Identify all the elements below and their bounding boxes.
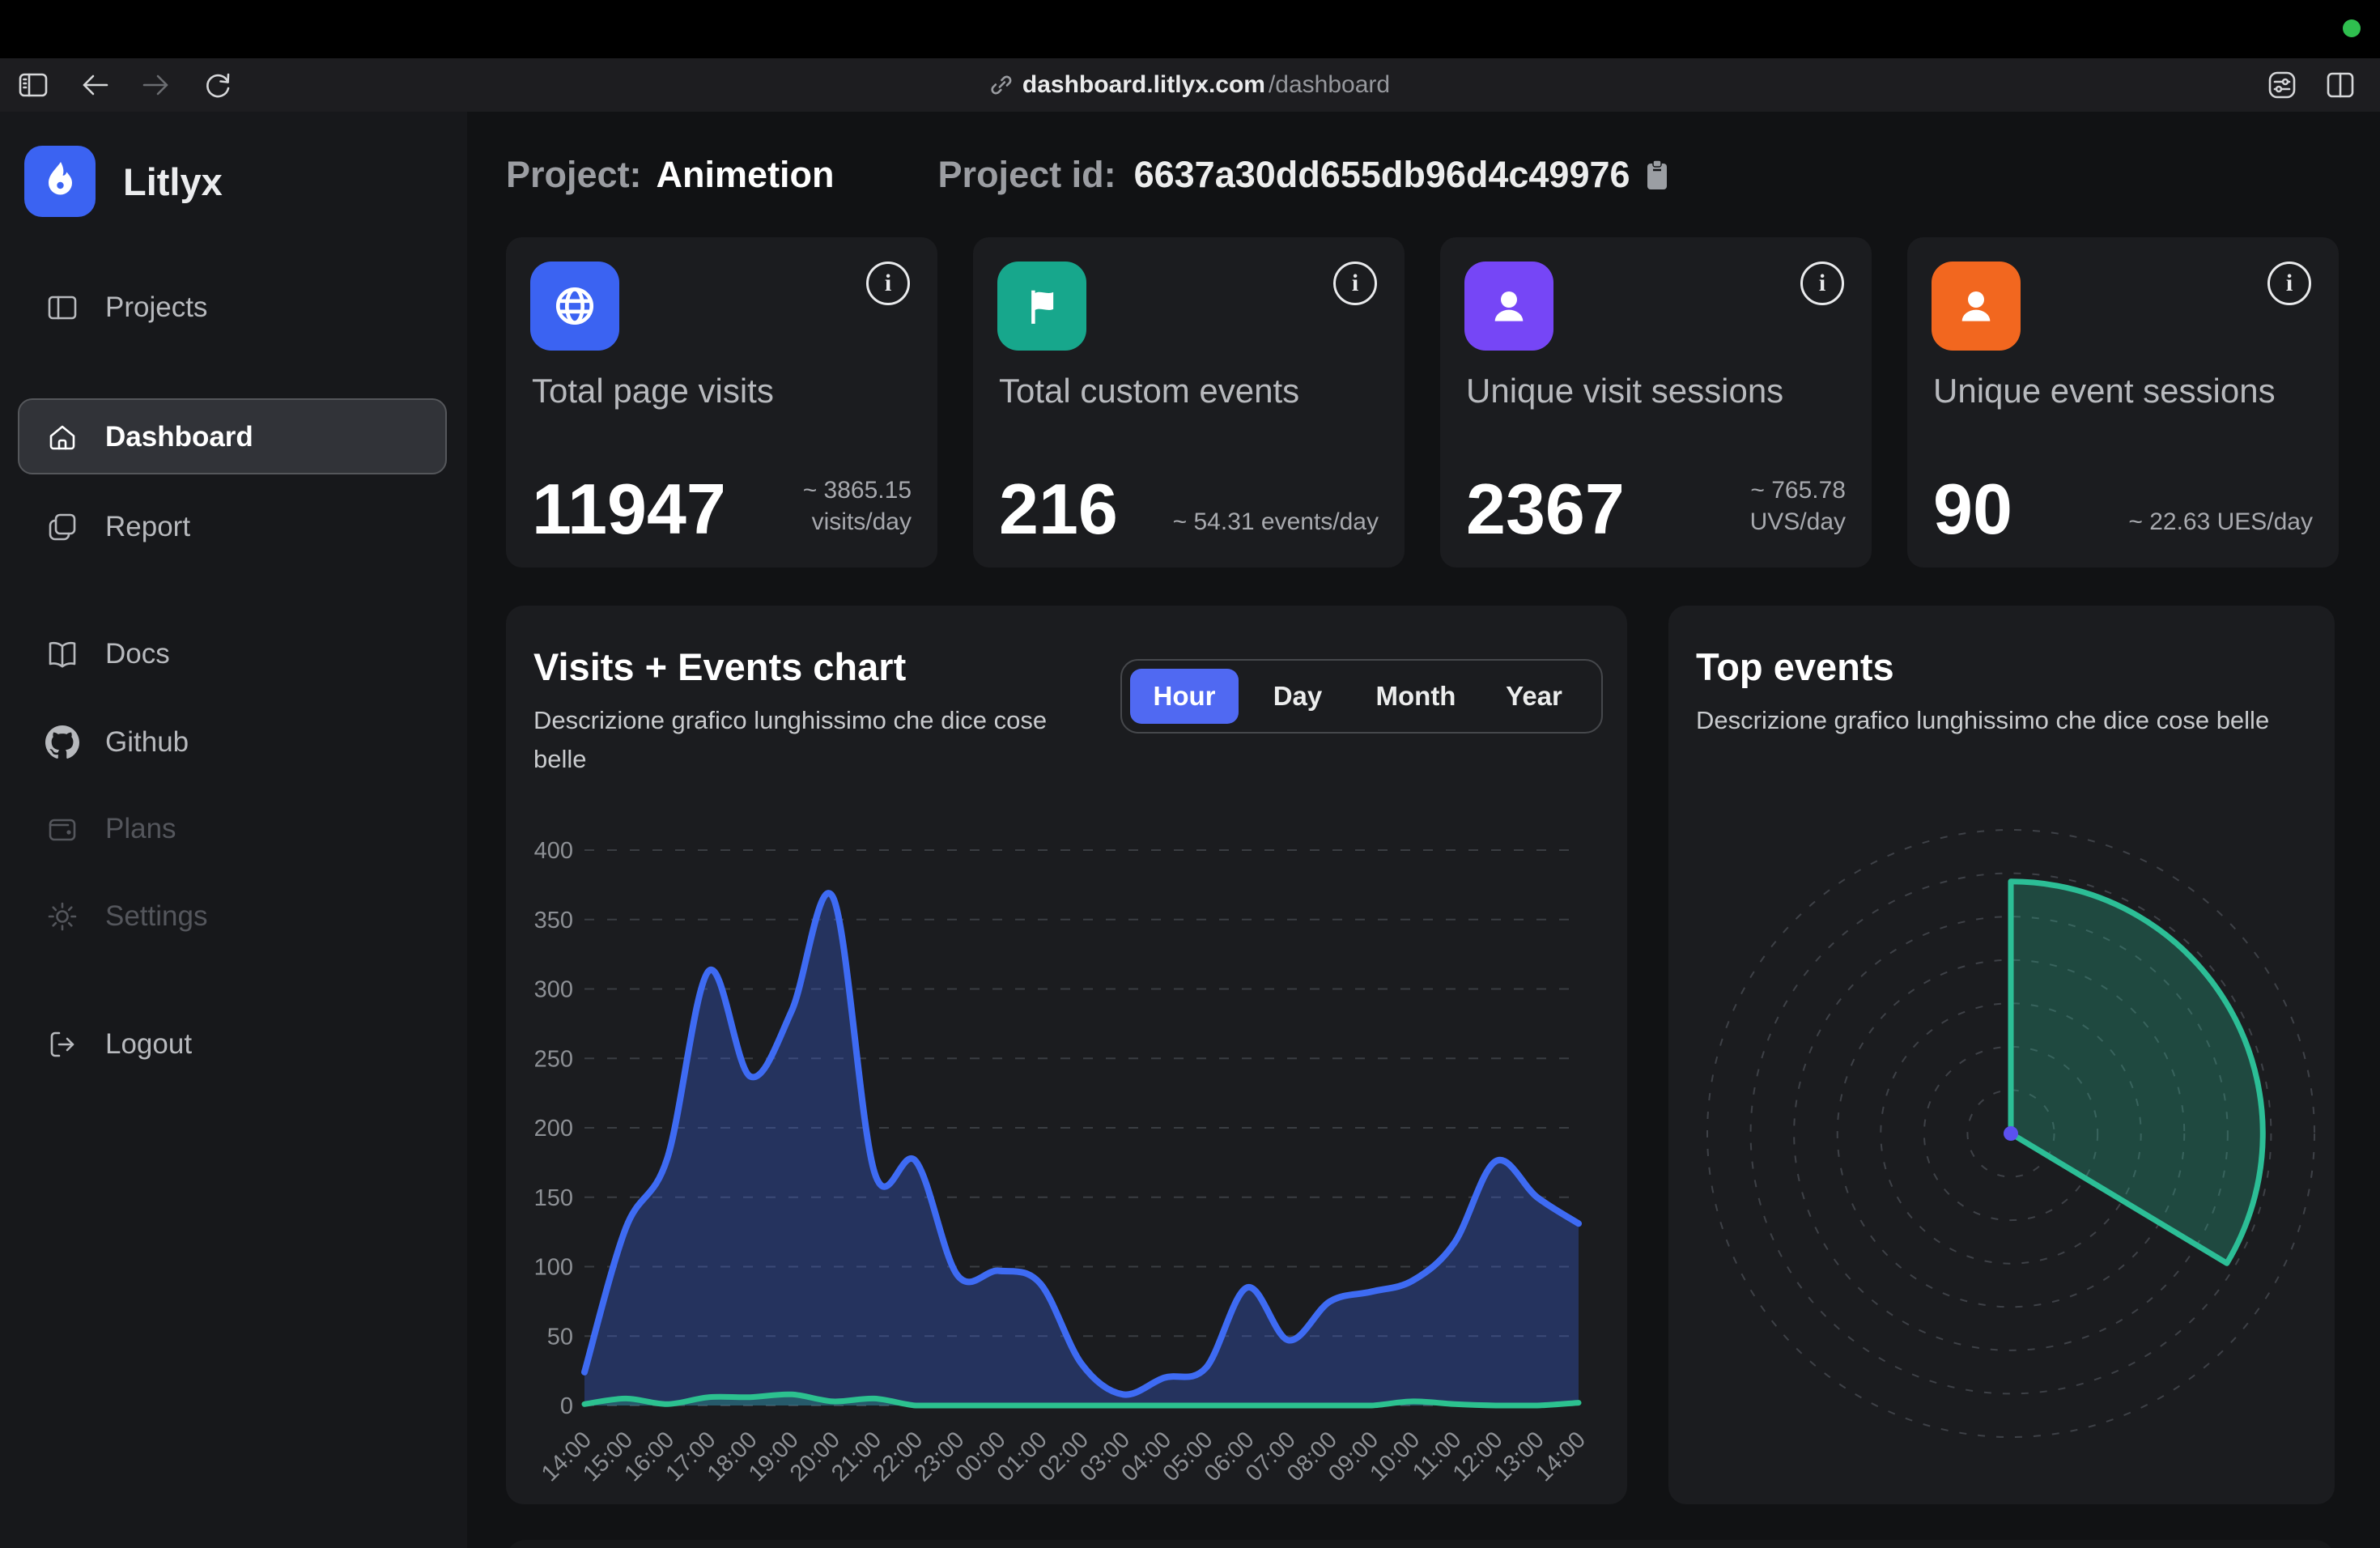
tab-day[interactable]: Day (1273, 681, 1323, 711)
next-section-card-edge (506, 1540, 2335, 1548)
stat-sub: ~ 54.31 events/day (1172, 508, 1379, 536)
svg-text:0: 0 (560, 1393, 573, 1419)
stat-title: Unique visit sessions (1466, 372, 1784, 410)
globe-icon (530, 262, 619, 351)
sidebar-item-report[interactable]: Report (0, 502, 467, 552)
stat-card-unique-visit-sessions: i Unique visit sessions 2367 ~ 765.78 UVS… (1440, 237, 1872, 568)
wallet-icon (45, 811, 80, 847)
tab-year[interactable]: Year (1506, 681, 1562, 711)
report-icon (45, 509, 80, 545)
svg-text:350: 350 (534, 908, 573, 933)
info-icon[interactable]: i (1333, 262, 1377, 305)
docs-icon (45, 636, 80, 672)
flame-icon (49, 162, 72, 195)
chart-subtitle: Descrizione grafico lunghissimo che dice… (533, 706, 1048, 774)
page-settings-icon[interactable] (2265, 68, 2299, 102)
svg-text:400: 400 (534, 838, 573, 864)
user-icon (1932, 262, 2021, 351)
user-icon (1464, 262, 1553, 351)
home-icon (45, 419, 80, 455)
stat-sub: ~ 3865.15 visits/day (802, 476, 912, 536)
svg-text:250: 250 (534, 1046, 573, 1072)
browser-toolbar: dashboard.litlyx.com/dashboard (0, 58, 2380, 113)
info-icon[interactable]: i (2267, 262, 2311, 305)
tab-hour[interactable]: Hour (1130, 669, 1239, 724)
project-label: Project: (506, 154, 642, 195)
svg-text:200: 200 (534, 1116, 573, 1142)
github-icon (45, 725, 80, 760)
stat-value: 216 (999, 469, 1118, 550)
green-status-dot (2343, 19, 2361, 37)
main-content: Project: Animetion Project id: 6637a30dd… (467, 112, 2380, 1548)
sidebar-item-dashboard[interactable]: Dashboard (0, 412, 467, 462)
back-button[interactable] (78, 68, 112, 102)
stat-title: Total page visits (532, 372, 774, 410)
active-item-background (18, 398, 447, 474)
sidebar-item-plans[interactable]: Plans (0, 804, 467, 854)
sidebar-item-github[interactable]: Github (0, 717, 467, 768)
project-id-label: Project id: (937, 154, 1116, 195)
window-titlebar (0, 0, 2380, 58)
project-header: Project: Animetion Project id: 6637a30dd… (506, 154, 1669, 196)
time-range-tabs: Hour Day Month Year (1120, 659, 1603, 734)
svg-text:150: 150 (534, 1185, 573, 1211)
info-icon[interactable]: i (866, 262, 910, 305)
sidebar: Litlyx Projects Dashboard Report Docs (0, 112, 469, 1548)
chart-title: Visits + Events chart (533, 645, 907, 688)
stat-sub: ~ 22.63 UES/day (2128, 508, 2313, 536)
url-host: dashboard.litlyx.com (1022, 71, 1265, 98)
sidebar-item-settings[interactable]: Settings (0, 891, 467, 942)
stat-value: 90 (1933, 469, 2012, 550)
svg-text:50: 50 (547, 1324, 573, 1350)
project-id-value: 6637a30dd655db96d4c49976 (1133, 154, 1630, 195)
copy-clipboard-icon[interactable] (1645, 159, 1669, 191)
projects-icon (45, 290, 80, 325)
stat-card-total-custom-events: i Total custom events 216 ~ 54.31 events… (973, 237, 1405, 568)
logout-icon (45, 1027, 80, 1062)
top-events-polar-chart (1706, 829, 2315, 1438)
link-icon (990, 74, 1013, 96)
sidebar-item-projects[interactable]: Projects (0, 283, 467, 333)
info-icon[interactable]: i (1800, 262, 1844, 305)
split-view-icon[interactable] (2323, 68, 2357, 102)
top-events-panel: Top events Descrizione grafico lunghissi… (1668, 606, 2335, 1504)
top-events-subtitle: Descrizione grafico lunghissimo che dice… (1696, 706, 2270, 734)
stat-title: Unique event sessions (1933, 372, 2276, 410)
stat-title: Total custom events (999, 372, 1300, 410)
sidebar-item-logout[interactable]: Logout (0, 1019, 467, 1070)
svg-text:300: 300 (534, 977, 573, 1003)
stat-value: 11947 (532, 469, 726, 550)
top-events-title: Top events (1696, 645, 1894, 688)
sidebar-item-docs[interactable]: Docs (0, 629, 467, 679)
stat-card-unique-event-sessions: i Unique event sessions 90 ~ 22.63 UES/d… (1907, 237, 2339, 568)
litlyx-logo[interactable] (24, 146, 96, 217)
svg-text:100: 100 (534, 1255, 573, 1281)
reload-button[interactable] (201, 68, 235, 102)
project-name: Animetion (656, 154, 835, 195)
gear-icon (45, 899, 80, 934)
stat-value: 2367 (1466, 469, 1625, 550)
address-bar[interactable]: dashboard.litlyx.com/dashboard (990, 58, 1390, 112)
url-path: /dashboard (1268, 71, 1391, 98)
stat-sub: ~ 765.78 UVS/day (1749, 476, 1846, 536)
sidebar-toggle-icon[interactable] (16, 68, 50, 102)
tab-month[interactable]: Month (1375, 681, 1456, 711)
stat-card-total-page-visits: i Total page visits 11947 ~ 3865.15 visit… (506, 237, 937, 568)
visits-events-chart-panel: Visits + Events chart Descrizione grafic… (506, 606, 1627, 1504)
forward-button[interactable] (139, 68, 173, 102)
visits-events-line-chart: 05010015020025030035040014:0015:0016:001… (534, 838, 1591, 1486)
flag-icon (997, 262, 1086, 351)
brand-name: Litlyx (123, 159, 223, 203)
